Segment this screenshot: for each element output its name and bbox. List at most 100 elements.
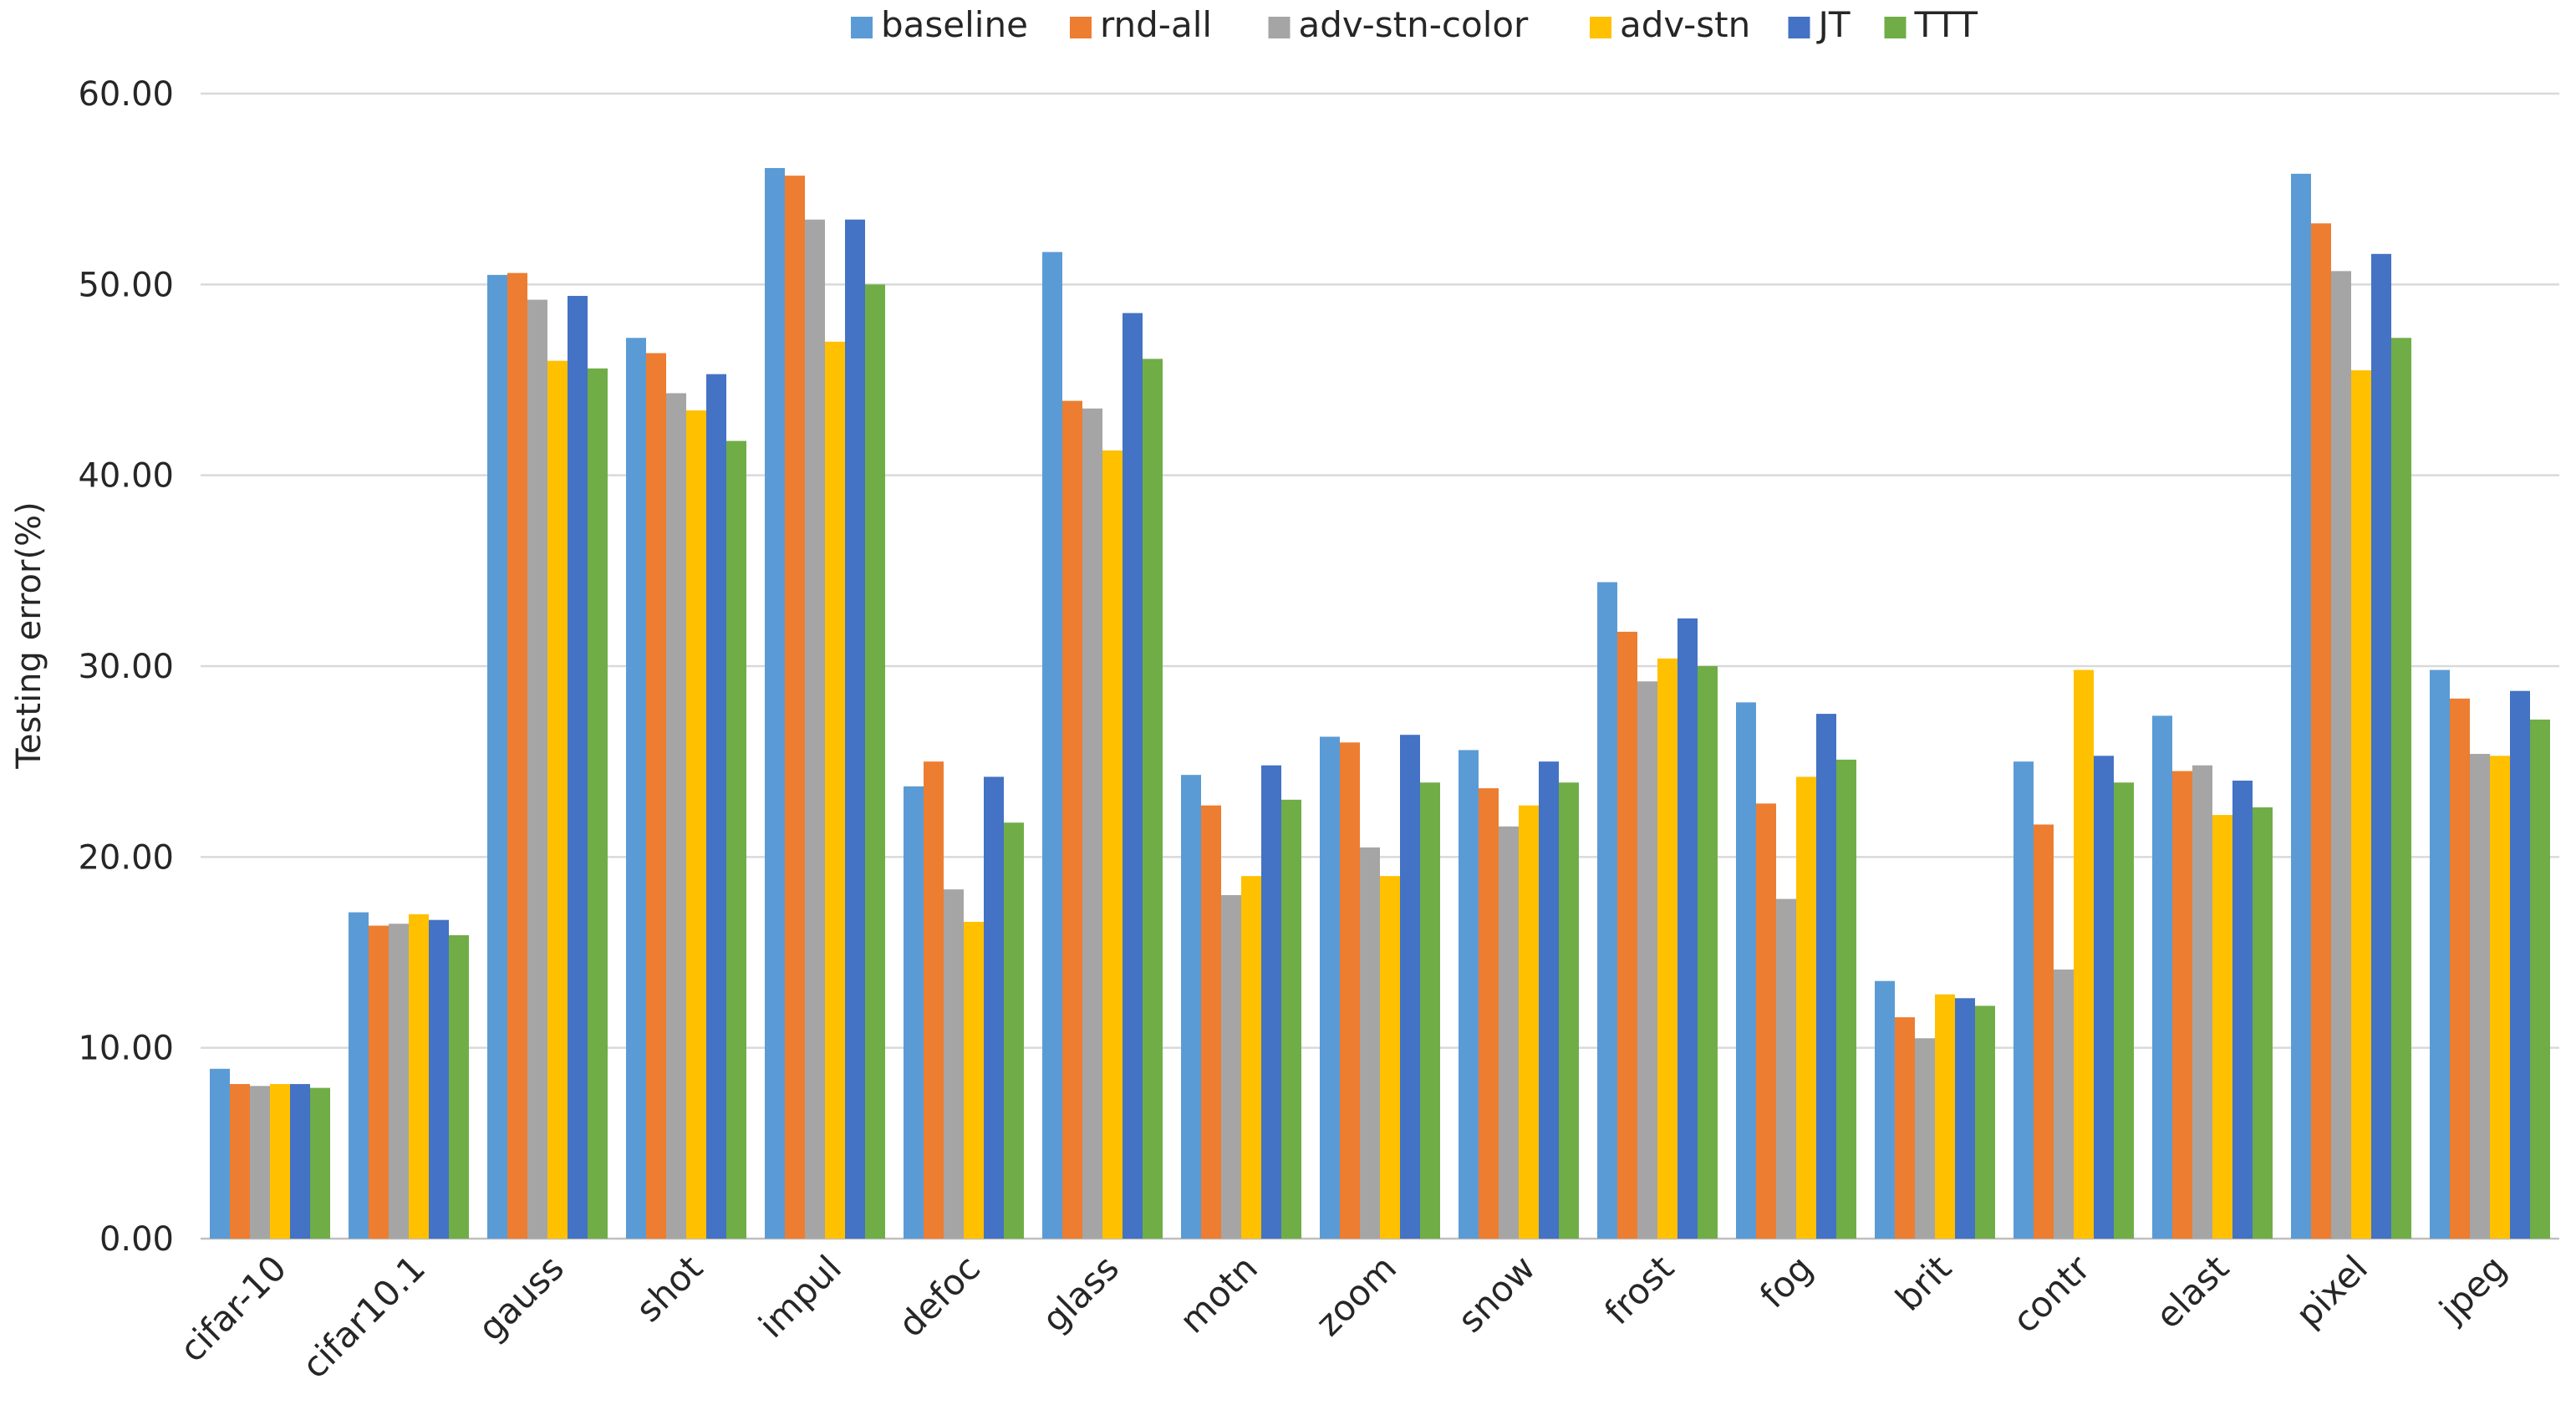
bar-rnd-all-gauss bbox=[507, 272, 527, 1239]
bar-TTT-pixel bbox=[2391, 338, 2411, 1239]
bar-adv-stn-contr bbox=[2074, 669, 2094, 1239]
bars bbox=[210, 168, 2550, 1239]
x-tick-label: pixel bbox=[2288, 1247, 2375, 1335]
bar-adv-stn-color-contr bbox=[2054, 970, 2074, 1239]
x-tick-label: cifar10.1 bbox=[294, 1247, 433, 1386]
bar-JT-gauss bbox=[568, 296, 588, 1239]
bar-adv-stn-color-motn bbox=[1221, 895, 1241, 1239]
bar-JT-frost bbox=[1677, 618, 1698, 1239]
bar-TTT-jpeg bbox=[2530, 719, 2550, 1239]
y-tick-label: 40.00 bbox=[78, 457, 174, 496]
legend-swatch-adv-stn bbox=[1590, 17, 1611, 38]
bar-baseline-elast bbox=[2152, 715, 2172, 1239]
bar-adv-stn-color-gauss bbox=[527, 299, 547, 1239]
bar-TTT-elast bbox=[2253, 807, 2273, 1239]
y-tick-label: 60.00 bbox=[78, 75, 174, 114]
bar-rnd-all-frost bbox=[1617, 631, 1637, 1239]
bar-TTT-brit bbox=[1975, 1005, 1995, 1239]
bar-baseline-jpeg bbox=[2430, 669, 2450, 1239]
x-tick-label: glass bbox=[1034, 1247, 1127, 1340]
bar-rnd-all-glass bbox=[1062, 400, 1082, 1239]
bar-adv-stn-motn bbox=[1241, 876, 1261, 1239]
bar-JT-contr bbox=[2094, 756, 2114, 1239]
x-tick-label: elast bbox=[2148, 1247, 2237, 1336]
bar-adv-stn-color-impul bbox=[805, 219, 825, 1239]
bar-adv-stn-color-brit bbox=[1915, 1038, 1935, 1239]
bar-rnd-all-jpeg bbox=[2450, 698, 2470, 1239]
legend-label-rnd-all: rnd-all bbox=[1100, 4, 1212, 45]
bar-JT-impul bbox=[845, 219, 865, 1239]
bar-TTT-impul bbox=[865, 284, 885, 1239]
legend-label-adv-stn-color: adv-stn-color bbox=[1299, 4, 1530, 45]
bar-adv-stn-glass bbox=[1102, 450, 1123, 1239]
legend-swatch-adv-stn-color bbox=[1268, 17, 1291, 38]
y-tick-label: 30.00 bbox=[78, 648, 174, 686]
bar-baseline-motn bbox=[1181, 775, 1201, 1239]
bar-TTT-glass bbox=[1143, 359, 1163, 1239]
bar-baseline-cifar-10 bbox=[210, 1068, 230, 1239]
bar-adv-stn-zoom bbox=[1380, 876, 1400, 1239]
bar-TTT-cifar10.1 bbox=[449, 934, 469, 1239]
bar-adv-stn-brit bbox=[1935, 994, 1955, 1239]
bar-baseline-brit bbox=[1875, 980, 1895, 1239]
bar-baseline-gauss bbox=[487, 274, 507, 1239]
bar-baseline-fog bbox=[1736, 702, 1756, 1239]
x-tick-label: zoom bbox=[1308, 1247, 1405, 1344]
x-tick-label: gauss bbox=[471, 1247, 572, 1348]
bar-TTT-zoom bbox=[1420, 782, 1440, 1239]
bar-TTT-shot bbox=[726, 440, 746, 1239]
x-tick-label: contr bbox=[2004, 1247, 2098, 1341]
bar-TTT-gauss bbox=[588, 368, 608, 1239]
bar-adv-stn-color-defoc bbox=[944, 889, 964, 1239]
bar-adv-stn-defoc bbox=[964, 921, 984, 1239]
legend-swatch-rnd-all bbox=[1070, 17, 1092, 38]
bar-adv-stn-color-jpeg bbox=[2470, 754, 2490, 1239]
bar-adv-stn-fog bbox=[1796, 776, 1816, 1239]
legend-label-baseline: baseline bbox=[881, 4, 1028, 45]
legend-swatch-JT bbox=[1788, 17, 1810, 38]
bar-JT-zoom bbox=[1400, 735, 1420, 1239]
x-tick-label: fog bbox=[1752, 1247, 1820, 1316]
bar-baseline-frost bbox=[1597, 582, 1617, 1239]
bar-baseline-cifar10.1 bbox=[349, 912, 369, 1239]
bar-adv-stn-shot bbox=[686, 410, 706, 1239]
bar-adv-stn-color-pixel bbox=[2331, 271, 2351, 1239]
bar-JT-snow bbox=[1539, 761, 1559, 1239]
y-axis-label: Testing error(%) bbox=[10, 501, 48, 769]
bar-baseline-impul bbox=[765, 168, 785, 1239]
bar-TTT-fog bbox=[1836, 759, 1856, 1239]
bar-JT-jpeg bbox=[2510, 690, 2530, 1239]
bar-adv-stn-color-snow bbox=[1499, 826, 1519, 1239]
bar-JT-elast bbox=[2232, 781, 2253, 1239]
bar-baseline-defoc bbox=[904, 786, 924, 1239]
bar-rnd-all-defoc bbox=[924, 761, 944, 1239]
bar-adv-stn-color-glass bbox=[1082, 408, 1102, 1239]
bar-rnd-all-snow bbox=[1479, 788, 1499, 1239]
x-tick-label: motn bbox=[1172, 1247, 1265, 1341]
bar-JT-shot bbox=[706, 374, 726, 1239]
bar-rnd-all-contr bbox=[2034, 824, 2054, 1239]
bar-adv-stn-cifar10.1 bbox=[409, 914, 429, 1239]
bar-adv-stn-color-elast bbox=[2192, 765, 2212, 1239]
bar-JT-cifar-10 bbox=[290, 1084, 310, 1239]
bar-JT-fog bbox=[1816, 714, 1836, 1239]
legend-label-adv-stn: adv-stn bbox=[1620, 4, 1750, 45]
bar-rnd-all-cifar-10 bbox=[230, 1084, 250, 1239]
bar-TTT-motn bbox=[1281, 799, 1301, 1239]
y-tick-label: 50.00 bbox=[78, 266, 174, 304]
bar-adv-stn-gauss bbox=[547, 360, 568, 1239]
bar-JT-glass bbox=[1123, 313, 1143, 1239]
bar-rnd-all-zoom bbox=[1340, 742, 1360, 1239]
x-tick-label: frost bbox=[1596, 1247, 1682, 1332]
legend: baseline rnd-all adv-stn-color adv-stn JT TTT bbox=[851, 4, 1978, 45]
bar-baseline-shot bbox=[626, 338, 646, 1239]
bar-adv-stn-color-cifar-10 bbox=[250, 1086, 270, 1239]
bar-TTT-snow bbox=[1559, 782, 1579, 1239]
x-tick-label: snow bbox=[1450, 1247, 1543, 1340]
bar-adv-stn-pixel bbox=[2351, 370, 2371, 1239]
bar-adv-stn-frost bbox=[1657, 658, 1677, 1239]
bar-JT-brit bbox=[1955, 998, 1975, 1239]
bar-rnd-all-pixel bbox=[2311, 223, 2331, 1239]
x-tick-labels: cifar-10 cifar10.1 gauss shot impul defoc glas… bbox=[171, 1247, 2514, 1387]
